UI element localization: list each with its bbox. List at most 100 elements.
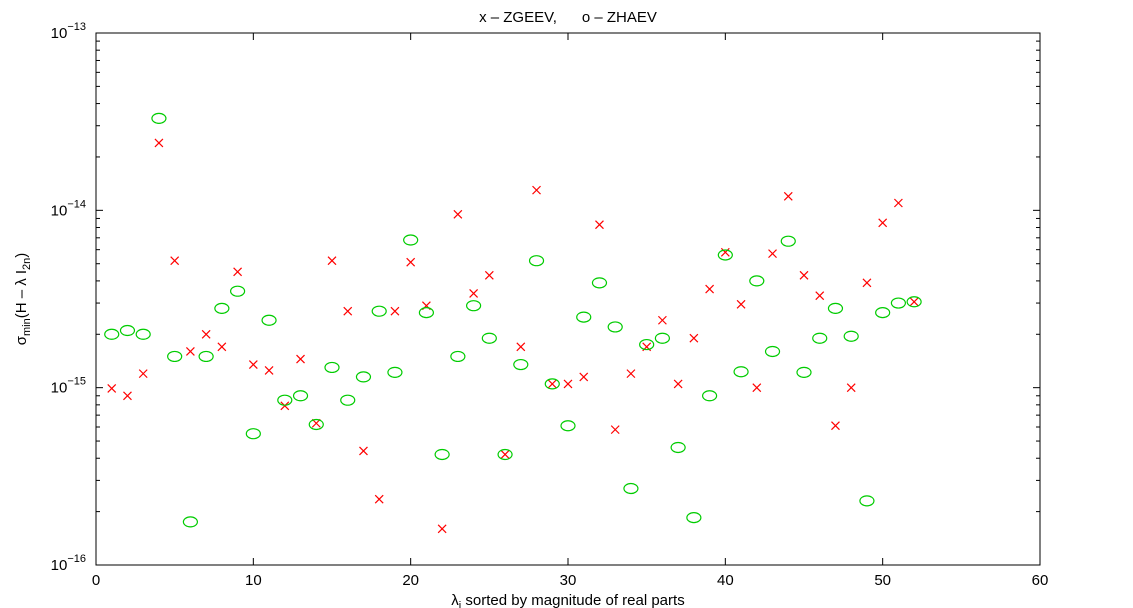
zgeev-point xyxy=(720,247,730,257)
zhaev-point xyxy=(466,300,482,312)
zgeev-point xyxy=(579,372,589,382)
zhaev-point xyxy=(308,418,324,431)
zgeev-point xyxy=(736,299,746,309)
zgeev-point xyxy=(154,138,164,148)
zgeev-point xyxy=(327,256,337,266)
zhaev-point xyxy=(591,277,608,289)
x-tick-label: 50 xyxy=(874,572,891,589)
x-tick-label: 60 xyxy=(1032,572,1049,589)
zgeev-point xyxy=(311,418,321,428)
x-axis-label: λj sorted by magnitude of real parts xyxy=(451,592,684,608)
zhaev-point xyxy=(434,448,450,461)
zhaev-point xyxy=(245,428,261,440)
zgeev-point xyxy=(909,297,919,307)
zgeev-point xyxy=(390,306,400,316)
zgeev-point xyxy=(673,379,683,389)
series-zhaev xyxy=(104,112,922,528)
zgeev-point xyxy=(406,257,416,267)
zgeev-point xyxy=(878,218,888,228)
zgeev-point xyxy=(862,278,872,288)
zgeev-point xyxy=(689,333,699,343)
zgeev-point xyxy=(233,267,243,277)
zhaev-point xyxy=(371,305,387,317)
y-tick-label: 10−16 xyxy=(51,553,86,574)
zgeev-point xyxy=(107,384,117,393)
zhaev-point xyxy=(104,328,120,340)
zhaev-point xyxy=(544,378,560,390)
y-axis-label-sigma: σ xyxy=(13,335,30,345)
zhaev-point xyxy=(796,366,812,378)
zgeev-point xyxy=(563,379,573,389)
zhaev-point xyxy=(230,285,246,297)
zhaev-point xyxy=(119,324,136,337)
zhaev-point xyxy=(560,420,576,432)
zgeev-point xyxy=(657,315,667,325)
zhaev-point xyxy=(528,255,545,267)
zhaev-point xyxy=(764,345,781,358)
zhaev-point xyxy=(182,516,198,528)
zgeev-point xyxy=(123,391,132,401)
zhaev-point xyxy=(214,302,230,314)
zgeev-point xyxy=(453,209,463,219)
y-axis-label-I-sub: 2n xyxy=(21,258,33,270)
zhaev-point xyxy=(701,390,718,402)
zgeev-point xyxy=(248,360,258,369)
zgeev-point xyxy=(170,256,180,266)
zhaev-point xyxy=(733,366,749,378)
zhaev-point xyxy=(450,350,466,363)
zgeev-point xyxy=(359,446,368,456)
x-tick-label: 20 xyxy=(402,572,419,589)
zhaev-point xyxy=(261,314,277,326)
zgeev-point xyxy=(201,329,211,339)
zgeev-point xyxy=(799,270,809,280)
x-axis-label-subscript: j xyxy=(458,600,461,608)
y-axis-label-close: ) xyxy=(13,253,30,258)
zhaev-point xyxy=(827,302,844,314)
zhaev-point xyxy=(780,235,796,247)
zgeev-point xyxy=(138,369,148,379)
zhaev-point xyxy=(717,249,733,261)
zgeev-point xyxy=(846,383,856,393)
zhaev-point xyxy=(497,448,513,461)
zhaev-point xyxy=(843,330,859,342)
zhaev-point xyxy=(639,338,655,351)
zgeev-point xyxy=(705,284,715,294)
zhaev-point xyxy=(875,307,891,319)
chart-title: x – ZGEEV, o – ZHAEV xyxy=(479,9,657,26)
zgeev-point xyxy=(264,366,274,375)
zhaev-point xyxy=(340,394,356,406)
y-tick-label: 10−15 xyxy=(51,376,86,397)
zhaev-point xyxy=(686,512,702,524)
zhaev-point xyxy=(654,332,671,344)
zhaev-point xyxy=(198,350,214,363)
zgeev-point xyxy=(831,421,840,431)
zgeev-point xyxy=(547,379,557,389)
x-tick-label: 10 xyxy=(245,572,262,589)
y-axis-label: σmin(H – λ I2n) xyxy=(13,253,33,346)
y-tick-label: 10−13 xyxy=(51,21,86,42)
zgeev-point xyxy=(595,220,604,230)
zhaev-point xyxy=(324,361,340,374)
zhaev-point xyxy=(277,394,293,406)
zhaev-point xyxy=(906,296,922,308)
zgeev-point xyxy=(516,342,526,352)
zhaev-point xyxy=(576,311,592,323)
y-axis: 10−16 10−15 10−14 10−13 xyxy=(51,21,1040,574)
zgeev-point xyxy=(217,342,227,352)
zhaev-point xyxy=(387,366,403,378)
zhaev-point xyxy=(151,112,167,124)
zhaev-point xyxy=(418,307,434,319)
zgeev-point xyxy=(374,494,384,504)
zgeev-point xyxy=(532,185,541,195)
zhaev-point xyxy=(623,482,639,495)
zgeev-point xyxy=(626,369,636,379)
zgeev-point xyxy=(343,306,353,316)
zgeev-point xyxy=(484,270,494,280)
zgeev-point xyxy=(437,524,447,534)
x-tick-label: 30 xyxy=(560,572,577,589)
zgeev-point xyxy=(296,354,305,364)
zhaev-point xyxy=(513,358,529,371)
zhaev-point xyxy=(859,495,875,507)
x-axis: 0 10 20 30 40 50 60 xyxy=(92,33,1049,589)
